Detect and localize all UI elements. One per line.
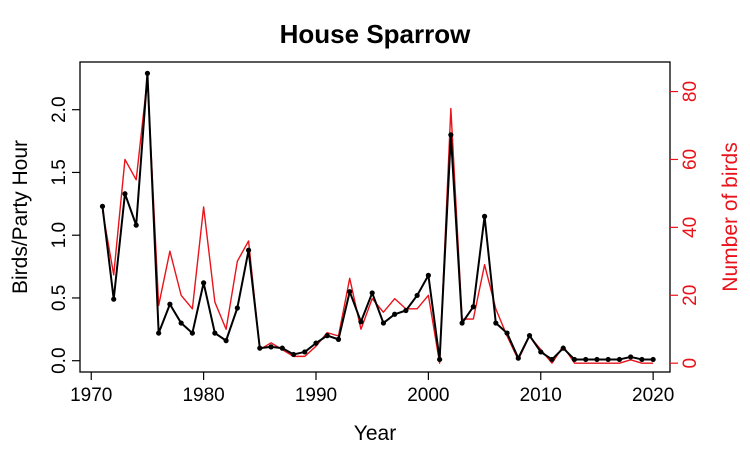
data-point-2019	[639, 356, 645, 363]
y2-axis-label: Number of birds	[719, 142, 742, 291]
data-point-1975	[144, 70, 151, 76]
chart-title: House Sparrow	[280, 19, 471, 49]
data-point-2017	[616, 356, 623, 363]
data-point-2005	[481, 213, 488, 219]
data-point-1983	[234, 305, 240, 311]
data-point-1986	[268, 344, 274, 350]
x-axis: 1970 1980 1990 2000 2010 2020	[70, 372, 674, 406]
y-axis-right: 0 20 40 60 80	[670, 81, 701, 368]
plot-frame	[79, 61, 671, 373]
data-point-1990	[313, 340, 319, 346]
data-point-1982	[223, 338, 229, 344]
y-tick-label-1.5: 1.5	[49, 159, 70, 185]
x-tick-label-1980: 1980	[182, 385, 224, 406]
data-point-1971	[99, 203, 106, 209]
series-line-number-of-birds	[101, 77, 654, 364]
y-axis-label: Birds/Party Hour	[9, 140, 32, 294]
data-point-1984	[245, 247, 252, 253]
data-point-2014	[583, 356, 589, 363]
x-tick-label-2010: 2010	[520, 385, 562, 406]
data-point-2000	[425, 272, 431, 278]
data-point-1972	[111, 296, 117, 302]
y2-tick-label-80: 80	[680, 81, 701, 102]
y2-tick-label-0: 0	[680, 358, 701, 369]
data-point-2015	[594, 356, 600, 363]
data-point-2003	[459, 320, 465, 326]
data-point-1980	[201, 280, 207, 286]
data-point-2006	[493, 320, 499, 326]
data-point-1994	[358, 319, 364, 325]
y-axis-left: 0.0 0.5 1.0 1.5 2.0	[49, 96, 80, 374]
data-point-1996	[380, 320, 387, 326]
x-tick-label-2020: 2020	[632, 385, 674, 406]
data-point-2013	[571, 356, 578, 363]
data-point-2004	[470, 304, 476, 310]
data-point-1997	[392, 311, 398, 317]
y2-tick-label-20: 20	[680, 285, 701, 306]
data-point-1995	[369, 290, 375, 296]
series-number-of-birds	[101, 77, 654, 364]
data-point-2010	[538, 349, 544, 355]
data-point-2020	[650, 356, 656, 363]
data-point-2009	[526, 333, 533, 339]
data-point-2008	[515, 355, 521, 361]
data-point-2016	[605, 356, 611, 363]
data-point-2018	[628, 354, 634, 360]
data-point-2011	[549, 356, 555, 363]
x-axis-label: Year	[354, 422, 396, 445]
data-point-1976	[156, 330, 162, 336]
data-point-1977	[167, 301, 173, 307]
data-point-1981	[212, 330, 218, 336]
data-point-1978	[178, 320, 184, 326]
data-point-1999	[414, 292, 420, 299]
y-tick-label-2.0: 2.0	[49, 96, 70, 122]
data-point-2002	[448, 132, 454, 138]
series-line-birds-per-party-hour	[101, 72, 654, 361]
data-point-2007	[504, 330, 510, 336]
x-tick-label-1970: 1970	[70, 385, 112, 406]
data-point-1973	[122, 191, 128, 197]
data-point-1974	[133, 222, 139, 228]
y2-tick-label-60: 60	[680, 149, 701, 170]
data-point-1985	[257, 345, 263, 351]
x-tick-label-2000: 2000	[407, 385, 449, 406]
data-point-1992	[335, 336, 342, 342]
data-point-1989	[302, 349, 308, 355]
y-tick-label-1.0: 1.0	[49, 222, 70, 248]
data-point-1998	[403, 307, 409, 314]
data-point-1991	[324, 333, 330, 339]
y-tick-label-0.5: 0.5	[49, 285, 70, 311]
x-tick-label-1990: 1990	[295, 385, 337, 406]
y-tick-label-0.0: 0.0	[49, 347, 70, 373]
data-point-1979	[189, 330, 195, 336]
series-birds-per-party-hour	[99, 70, 656, 363]
data-point-1988	[290, 351, 297, 358]
y2-tick-label-40: 40	[680, 217, 701, 238]
data-point-1993	[347, 289, 353, 295]
data-point-1987	[279, 345, 285, 351]
data-point-2001	[437, 356, 443, 363]
data-point-2012	[560, 345, 566, 351]
